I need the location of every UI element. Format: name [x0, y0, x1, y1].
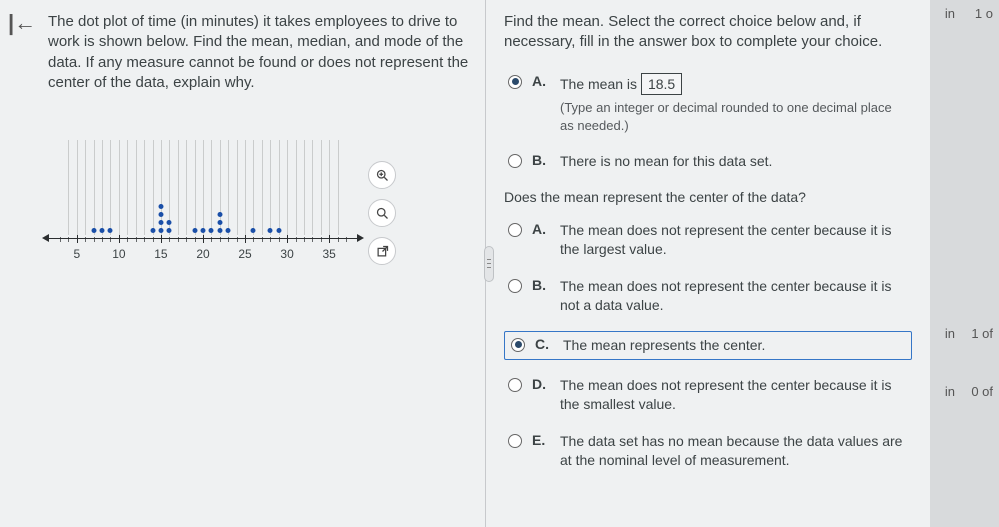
zoom-in-button[interactable]	[368, 161, 396, 189]
part2-radio-e[interactable]	[508, 434, 522, 448]
part2-option-b[interactable]: B. The mean does not represent the cente…	[504, 275, 912, 317]
part2-question: Does the mean represent the center of th…	[504, 189, 912, 205]
fragment-text: 0 of	[971, 384, 993, 399]
fragment-text: in	[945, 6, 955, 21]
part1-radio-b[interactable]	[508, 154, 522, 168]
option-text: The data set has no mean because the dat…	[560, 432, 908, 470]
part2-option-d[interactable]: D. The mean does not represent the cente…	[504, 374, 912, 416]
option-text-before: The mean is	[560, 76, 641, 92]
option-letter: E.	[532, 432, 550, 448]
option-text: The mean does not represent the center b…	[560, 277, 908, 315]
option-text: There is no mean for this data set.	[560, 152, 908, 171]
panel-resize-handle[interactable]	[484, 246, 494, 282]
plot-controls	[368, 161, 396, 265]
part1-radio-a[interactable]	[508, 75, 522, 89]
part2-option-c[interactable]: C. The mean represents the center.	[504, 331, 912, 360]
option-letter: C.	[535, 336, 553, 352]
popout-icon	[375, 244, 390, 259]
question-panel: |← The dot plot of time (in minutes) it …	[0, 0, 485, 527]
cropped-side-content: in 1 o in 1 of in 0 of	[930, 0, 999, 527]
part2-radio-b[interactable]	[508, 279, 522, 293]
part2-option-e[interactable]: E. The data set has no mean because the …	[504, 430, 912, 472]
option-letter: A.	[532, 221, 550, 237]
part2-radio-c[interactable]	[511, 338, 525, 352]
mean-answer-input[interactable]: 18.5	[641, 73, 682, 96]
option-letter: D.	[532, 376, 550, 392]
part1-option-b[interactable]: B. There is no mean for this data set.	[504, 150, 912, 173]
zoom-out-icon	[375, 206, 390, 221]
part1-option-a[interactable]: A. The mean is 18.5 (Type an integer or …	[504, 71, 912, 137]
option-body: The mean is 18.5 (Type an integer or dec…	[560, 73, 908, 135]
part1-instruction: Find the mean. Select the correct choice…	[504, 12, 912, 53]
fragment-text: 1 of	[971, 326, 993, 341]
option-hint: (Type an integer or decimal rounded to o…	[560, 99, 908, 134]
option-text: The mean does not represent the center b…	[560, 376, 908, 414]
dotplot-region: 5101520253035	[48, 121, 471, 265]
option-letter: B.	[532, 277, 550, 293]
popout-button[interactable]	[368, 237, 396, 265]
dotplot-chart: 5101520253035	[48, 121, 358, 261]
option-text: The mean does not represent the center b…	[560, 221, 908, 259]
fragment-text: 1 o	[975, 6, 993, 21]
zoom-in-icon	[375, 168, 390, 183]
fragment-text: in	[945, 326, 955, 341]
option-text: The mean represents the center.	[563, 336, 905, 355]
part2-radio-a[interactable]	[508, 223, 522, 237]
part2-radio-d[interactable]	[508, 378, 522, 392]
question-prompt: The dot plot of time (in minutes) it tak…	[48, 12, 471, 93]
option-letter: B.	[532, 152, 550, 168]
answer-panel: Find the mean. Select the correct choice…	[485, 0, 930, 527]
part2-option-a[interactable]: A. The mean does not represent the cente…	[504, 219, 912, 261]
exercise-container: |← The dot plot of time (in minutes) it …	[0, 0, 930, 527]
collapse-panel-button[interactable]: |←	[8, 12, 36, 34]
fragment-text: in	[945, 384, 955, 399]
option-letter: A.	[532, 73, 550, 89]
zoom-out-button[interactable]	[368, 199, 396, 227]
